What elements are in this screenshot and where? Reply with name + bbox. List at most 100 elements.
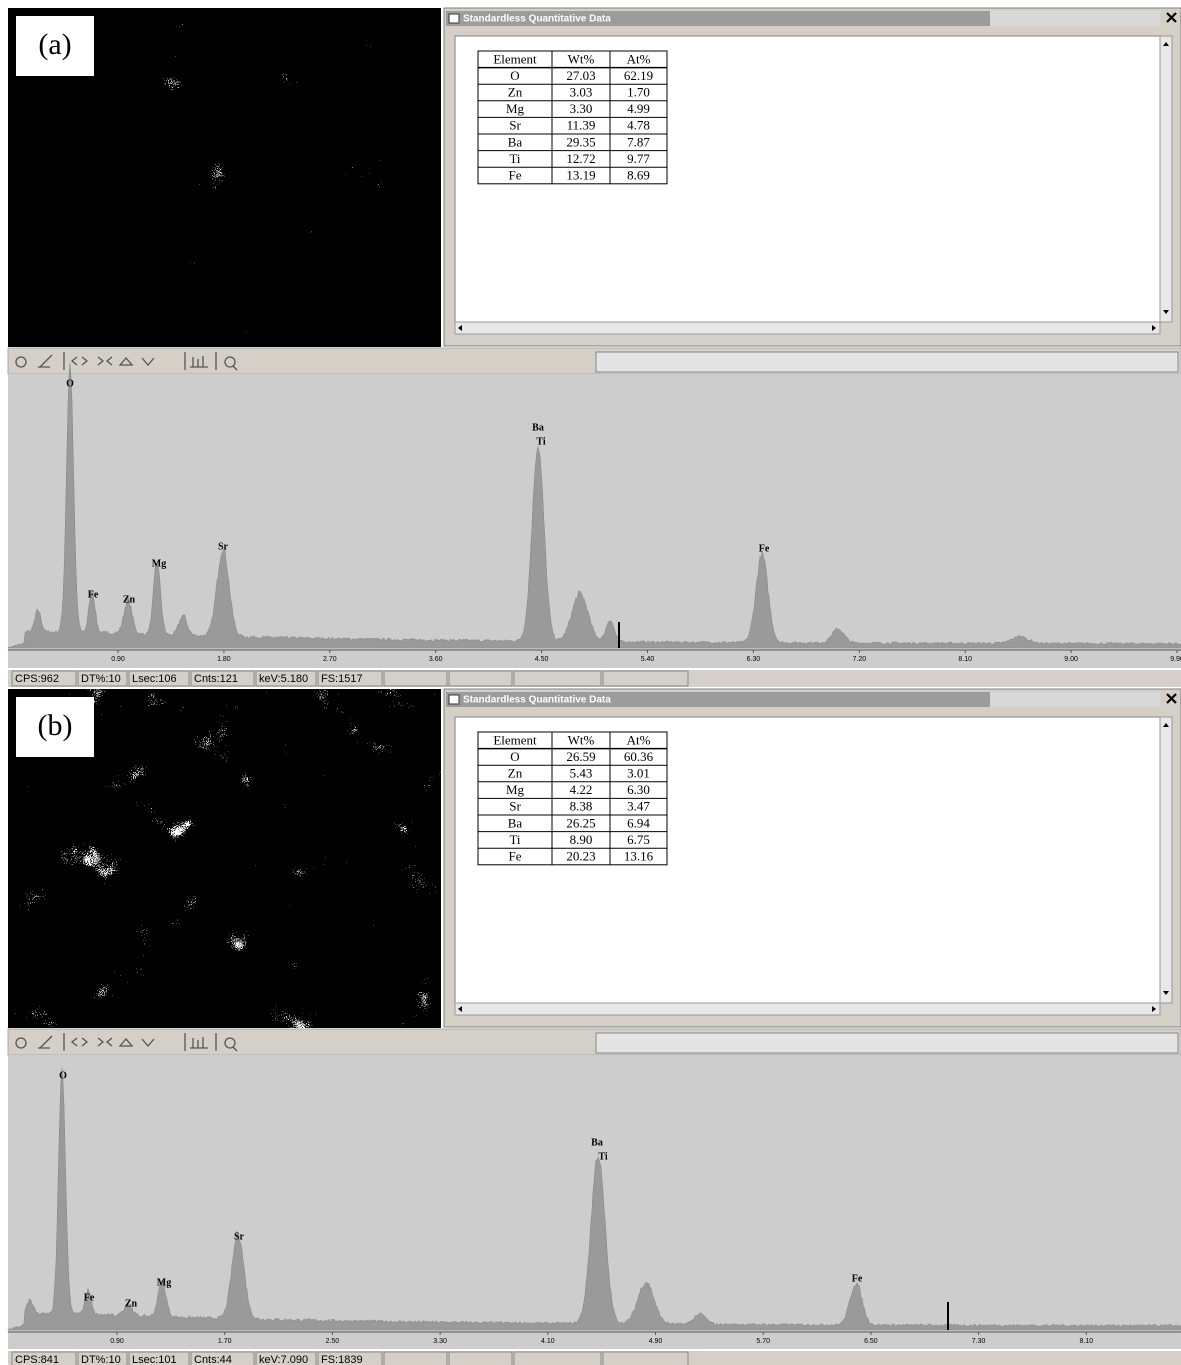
table-cell: Ti [509,151,520,166]
table-cell: 4.99 [627,101,650,116]
table-cell: Ba [508,134,523,149]
table-cell: 9.77 [627,151,650,166]
status-bar [8,670,1181,687]
peak-label: Ti [598,1151,607,1162]
table-cell: 7.87 [627,134,650,149]
status-text: DT%:10 [81,673,121,685]
window-title: Standardless Quantitative Data [463,695,611,706]
x-tick-label: 5.70 [756,1338,770,1345]
table-cell: Mg [506,782,525,797]
status-text: DT%:10 [81,1354,121,1365]
status-text: keV:5.180 [259,673,308,685]
peak-label: O [59,1070,67,1081]
x-tick-label: 0.90 [110,1338,124,1345]
table-cell: 8.69 [627,167,650,182]
v-scrollbar[interactable] [1160,36,1172,322]
table-cell: O [510,68,519,83]
window-icon [449,14,459,23]
x-tick-label: 8.10 [958,656,972,663]
x-tick-label: 1.70 [218,1338,232,1345]
table-cell: 26.25 [566,815,595,830]
table-cell: Ti [509,832,520,847]
status-text: CPS:841 [15,1354,59,1365]
peak-label: Fe [852,1273,863,1284]
x-tick-label: 8.10 [1079,1338,1093,1345]
peak-label: Zn [125,1298,138,1309]
status-text: Cnts:44 [194,1354,232,1365]
peak-label: Zn [123,594,136,605]
table-cell: 26.59 [566,749,595,764]
table-header: Element [493,732,537,747]
window-title: Standardless Quantitative Data [463,14,611,25]
table-cell: 62.19 [624,68,653,83]
status-bar [8,1351,1181,1365]
table-cell: Fe [509,167,522,182]
panel-label: (a) [38,28,71,61]
table-cell: 3.01 [627,765,650,780]
x-tick-label: 3.30 [433,1338,447,1345]
peak-label: Sr [218,541,229,552]
h-scrollbar[interactable] [455,1003,1160,1015]
table-cell: 3.03 [570,84,593,99]
peak-label: Ti [536,436,545,447]
table-cell: 4.78 [627,118,650,133]
status-text: CPS:962 [15,673,59,685]
table-cell: 6.75 [627,832,650,847]
table-cell: 1.70 [627,84,650,99]
x-tick-label: 6.30 [747,656,761,663]
table-cell: Fe [509,848,522,863]
table-cell: 13.16 [624,848,654,863]
table-cell: 8.38 [570,799,593,814]
x-tick-label: 4.50 [535,656,549,663]
x-tick-label: 6.50 [864,1338,878,1345]
table-cell: 8.90 [570,832,593,847]
table-cell: O [510,749,519,764]
table-cell: Zn [508,765,523,780]
x-tick-label: 0.90 [111,656,125,663]
table-cell: 60.36 [624,749,654,764]
peak-label: Sr [234,1231,245,1242]
table-cell: 11.39 [567,118,596,133]
status-text: Lsec:106 [132,673,177,685]
x-tick-label: 3.60 [429,656,443,663]
table-cell: 20.23 [566,848,595,863]
h-scrollbar[interactable] [455,322,1160,334]
table-cell: Ba [508,815,523,830]
table-cell: 6.94 [627,815,650,830]
peak-label: Mg [152,558,166,569]
title-bar-fade [990,11,1160,26]
table-cell: Sr [509,799,521,814]
table-header: Wt% [568,51,595,66]
x-tick-label: 7.20 [852,656,866,663]
title-bar-fade [990,692,1160,707]
x-tick-label: 7.30 [972,1338,986,1345]
peak-label: Ba [532,422,544,433]
status-text: FS:1517 [321,673,363,685]
peak-label: Ba [591,1137,603,1148]
table-cell: Zn [508,84,523,99]
screen: (a) Standardless Quantitative Data Element… [0,0,1181,1365]
table-header: At% [627,732,651,747]
table-cell: 4.22 [570,782,593,797]
table-cell: 3.30 [570,101,593,116]
status-text: keV:7.090 [259,1354,308,1365]
x-tick-label: 9.00 [1064,656,1078,663]
peak-label: O [66,378,74,389]
table-cell: 12.72 [566,151,595,166]
table-cell: 6.30 [627,782,650,797]
table-cell: Sr [509,118,521,133]
peak-label: Fe [759,543,770,554]
x-tick-label: 2.50 [326,1338,340,1345]
table-header: Element [493,51,537,66]
v-scrollbar[interactable] [1160,717,1172,1003]
table-cell: 29.35 [566,134,595,149]
table-cell: 27.03 [566,68,595,83]
status-text: Cnts:121 [194,673,238,685]
x-tick-label: 4.90 [649,1338,663,1345]
table-header: At% [627,51,651,66]
x-tick-label: 5.40 [641,656,655,663]
peak-label: Fe [84,1292,95,1303]
x-tick-label: 4.10 [541,1338,555,1345]
panel-label: (b) [38,709,73,742]
status-text: Lsec:101 [132,1354,177,1365]
